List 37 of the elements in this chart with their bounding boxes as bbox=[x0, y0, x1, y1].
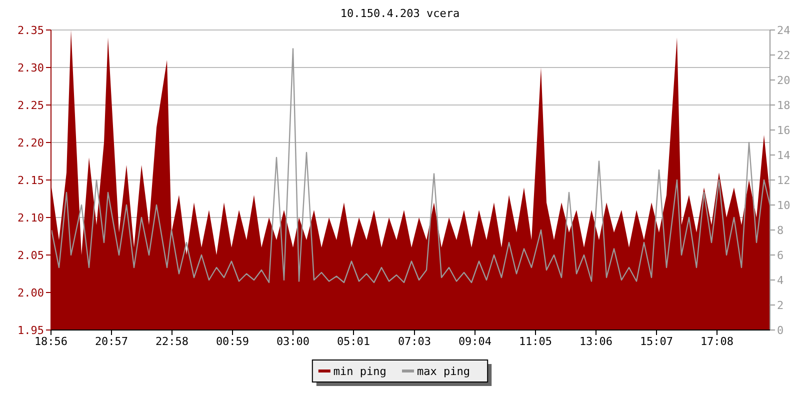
y2-tick-label: 0 bbox=[777, 324, 784, 337]
x-tick-label: 05:01 bbox=[336, 335, 370, 348]
y2-tick-label: 6 bbox=[777, 248, 784, 262]
chart-title: 10.150.4.203 vcera bbox=[340, 7, 460, 20]
y2-tick-label: 24 bbox=[777, 24, 791, 37]
y-tick-label: 2.00 bbox=[18, 286, 44, 300]
y2-tick-label: 18 bbox=[777, 98, 790, 112]
y-tick-label: 2.35 bbox=[18, 24, 44, 37]
y2-tick-label: 8 bbox=[777, 224, 784, 237]
legend-label: max ping bbox=[417, 364, 470, 378]
y2-tick-label: 14 bbox=[777, 148, 791, 162]
y2-tick-label: 16 bbox=[777, 124, 790, 137]
y-tick-label: 2.30 bbox=[18, 61, 44, 74]
y-tick-label: 2.20 bbox=[18, 136, 44, 150]
x-tick-label: 07:03 bbox=[398, 335, 432, 348]
y-tick-label: 1.95 bbox=[18, 324, 44, 337]
y2-tick-label: 20 bbox=[777, 74, 790, 87]
y-tick-label: 2.05 bbox=[18, 248, 44, 262]
y2-tick-label: 22 bbox=[777, 48, 790, 62]
y2-tick-label: 12 bbox=[777, 174, 790, 187]
y-tick-label: 2.15 bbox=[18, 174, 44, 187]
x-tick-label: 00:59 bbox=[216, 335, 250, 348]
x-tick-label: 09:04 bbox=[458, 335, 492, 348]
x-tick-label: 03:00 bbox=[276, 335, 310, 348]
x-tick-label: 18:56 bbox=[34, 335, 68, 348]
y-tick-label: 2.25 bbox=[18, 98, 44, 112]
y-tick-label: 2.10 bbox=[18, 211, 44, 224]
x-tick-label: 15:07 bbox=[640, 335, 674, 348]
x-tick-label: 13:06 bbox=[579, 335, 613, 348]
y2-tick-label: 10 bbox=[777, 198, 790, 212]
y2-tick-label: 4 bbox=[777, 274, 784, 287]
x-tick-label: 22:58 bbox=[155, 335, 189, 348]
y2-tick-label: 2 bbox=[777, 298, 784, 312]
x-tick-label: 17:08 bbox=[700, 335, 734, 348]
x-tick-label: 20:57 bbox=[94, 335, 128, 348]
x-tick-label: 11:05 bbox=[518, 335, 552, 348]
legend-label: min ping bbox=[333, 364, 386, 378]
